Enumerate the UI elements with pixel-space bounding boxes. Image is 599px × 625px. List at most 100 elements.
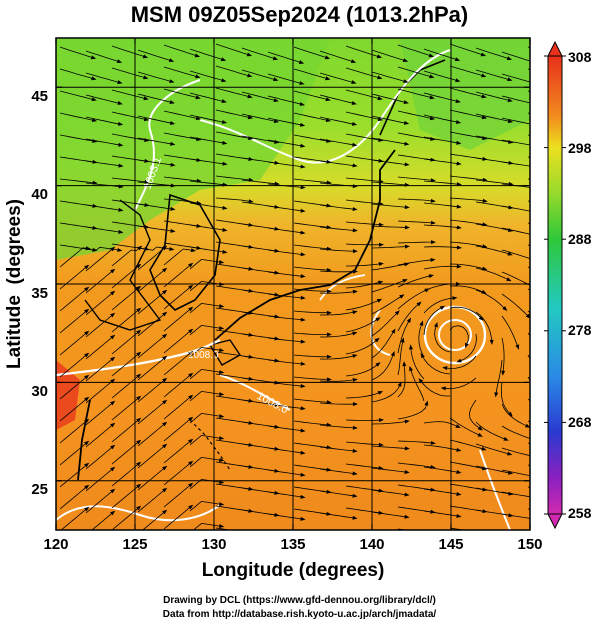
streamline-arrowhead — [418, 378, 424, 384]
streamline-arrowhead — [326, 139, 332, 143]
streamline — [163, 44, 198, 57]
streamline — [189, 114, 225, 123]
streamline — [111, 375, 140, 399]
streamline — [475, 113, 511, 122]
streamline — [501, 403, 528, 427]
streamline-arrowhead — [248, 288, 254, 293]
streamline-arrowhead — [300, 384, 306, 388]
streamline-arrowhead — [118, 142, 124, 147]
streamline-arrowhead — [478, 315, 484, 321]
streamline-arrowhead — [118, 163, 124, 168]
streamline-arrowhead — [326, 511, 332, 516]
streamline — [85, 138, 121, 146]
streamline — [293, 354, 329, 358]
streamline-arrowhead — [136, 417, 142, 423]
streamline-arrowhead — [534, 165, 539, 169]
streamline-arrowhead — [482, 531, 487, 535]
streamline-arrowhead — [195, 116, 202, 121]
streamline — [59, 310, 88, 334]
cool-region-northeast — [400, 38, 530, 150]
streamline-arrowhead — [300, 406, 306, 411]
streamline — [137, 49, 172, 62]
streamline-arrowhead — [169, 79, 175, 83]
streamline-arrowhead — [92, 139, 98, 143]
streamline — [449, 131, 485, 139]
streamline — [345, 111, 381, 120]
streamline — [85, 94, 121, 104]
streamline-arrowhead — [84, 374, 90, 380]
streamline — [501, 491, 530, 498]
streamline — [449, 527, 466, 530]
streamline-arrowhead — [409, 365, 413, 372]
streamline-arrowhead — [162, 399, 168, 405]
streamline-arrowhead — [84, 308, 90, 314]
streamline-arrowhead — [300, 361, 306, 366]
streamline-arrowhead — [248, 136, 254, 141]
streamline-arrowhead — [248, 354, 254, 359]
streamline-arrowhead — [508, 140, 514, 144]
streamline-arrowhead — [274, 226, 280, 231]
streamline — [371, 115, 407, 124]
streamline-arrowhead — [409, 344, 413, 350]
streamline-arrowhead — [481, 289, 487, 294]
streamline-arrowhead — [248, 442, 254, 447]
streamline — [137, 225, 173, 232]
streamline-arrowhead — [429, 116, 436, 121]
streamline-arrowhead — [507, 451, 513, 456]
streamline-arrowhead — [196, 223, 202, 228]
streamline — [345, 45, 380, 58]
streamline — [345, 89, 380, 100]
streamline-arrowhead — [456, 161, 462, 166]
streamline-arrowhead — [456, 264, 462, 269]
streamline — [189, 224, 225, 231]
isobar-contour — [319, 274, 366, 301]
streamline-arrowhead — [299, 122, 306, 127]
streamline-arrowhead — [188, 350, 194, 356]
streamline-arrowhead — [404, 492, 410, 497]
streamline — [345, 441, 381, 446]
streamline — [397, 44, 432, 57]
streamline — [449, 263, 485, 270]
streamline — [449, 241, 485, 248]
streamline-arrowhead — [188, 482, 194, 488]
streamline — [423, 202, 459, 208]
streamline — [163, 264, 192, 288]
streamline — [85, 160, 121, 167]
streamline-arrowhead — [248, 199, 254, 204]
colorbar-tick-label: 288 — [568, 231, 592, 247]
streamline-arrowhead — [219, 414, 225, 418]
streamline-arrowhead — [196, 245, 202, 250]
streamline-arrowhead — [300, 185, 306, 190]
streamline-arrowhead — [430, 258, 436, 262]
streamline-arrowhead — [110, 268, 116, 274]
streamline — [91, 512, 114, 530]
streamline-arrowhead — [399, 294, 405, 299]
streamline-arrowhead — [274, 139, 280, 144]
streamline — [476, 532, 511, 537]
streamline-arrowhead — [273, 119, 280, 123]
streamline — [293, 244, 329, 250]
streamline-arrowhead — [400, 337, 405, 343]
isobar-contour — [479, 449, 511, 530]
streamline — [163, 352, 192, 376]
streamline-arrowhead — [118, 207, 124, 212]
streamline-arrowhead — [136, 461, 142, 467]
streamline-arrowhead — [532, 437, 537, 441]
streamline — [215, 197, 251, 202]
streamline-arrowhead — [196, 137, 202, 141]
streamline-arrowhead — [92, 159, 98, 164]
streamline-arrowhead — [144, 138, 150, 142]
streamline — [319, 138, 355, 146]
streamline-arrowhead — [440, 386, 446, 391]
streamline-arrowhead — [188, 416, 194, 422]
streamline — [449, 65, 484, 77]
streamline — [137, 115, 173, 124]
streamline — [85, 226, 121, 233]
streamline-arrowhead — [248, 376, 254, 381]
streamline — [267, 139, 303, 147]
streamline — [267, 315, 303, 321]
streamline — [371, 312, 398, 337]
streamline — [137, 291, 166, 315]
streamline-arrowhead — [378, 466, 384, 470]
streamline-arrowhead — [247, 94, 253, 99]
